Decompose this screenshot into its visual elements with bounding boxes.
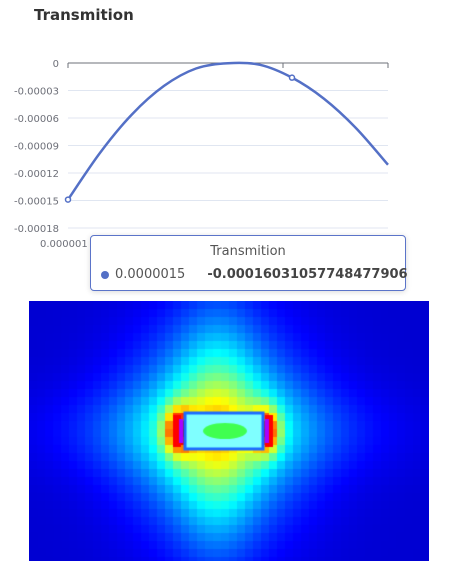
grid-lines [68, 62, 388, 229]
chart-title: Transmition [34, 6, 134, 24]
y-tick-label: -0.00006 [14, 114, 59, 125]
y-tick-label: -0.00018 [14, 224, 59, 235]
tooltip-x-value: 0.0000015 [115, 267, 186, 282]
y-tick-label: -0.00003 [14, 87, 59, 98]
field-heatmap-image [29, 301, 429, 561]
data-point [288, 74, 296, 81]
data-point [64, 196, 72, 203]
y-tick-label: -0.00009 [14, 142, 59, 153]
tooltip-y-value: -0.00016031057748477906 [207, 267, 408, 282]
y-tick-label: -0.00012 [14, 169, 59, 180]
tooltip-title: Transmition [210, 244, 286, 259]
transmition-line-chart[interactable]: 0 -0.00003 -0.00006 -0.00009 -0.00012 -0.0001… [0, 0, 458, 300]
chart-tooltip: Transmition 0.0000015 -0.000160310577484… [90, 235, 408, 291]
series-line [66, 61, 389, 201]
x-tick-label: 0.000001 [40, 239, 88, 250]
tooltip-row: 0.0000015 -0.00016031057748477906 [101, 267, 408, 282]
y-tick-label: 0 [53, 59, 59, 70]
series-group [64, 61, 389, 203]
y-tick-label: -0.00015 [14, 197, 59, 208]
series-marker-icon [101, 270, 109, 279]
y-axis-ticks: 0 -0.00003 -0.00006 -0.00009 -0.00012 -0.0001… [14, 59, 59, 235]
x-axis: 0.000001 [40, 62, 389, 250]
